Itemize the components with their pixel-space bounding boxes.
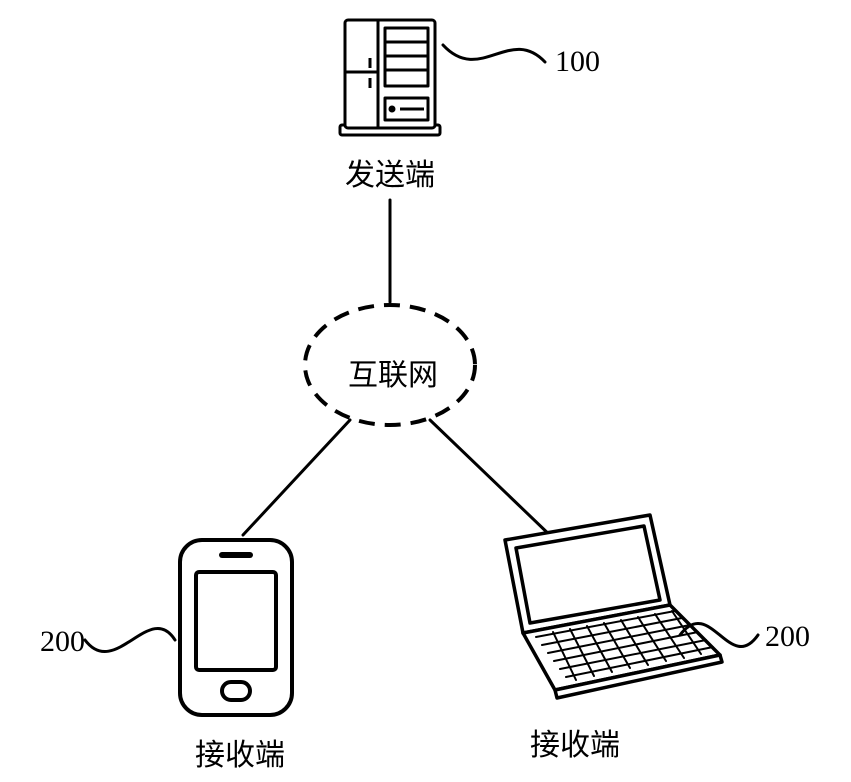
laptop-label: 接收端: [530, 720, 620, 764]
callout-phone: [85, 628, 175, 651]
internet-label: 互联网: [348, 350, 438, 394]
callout-server: [443, 45, 545, 62]
server-label: 发送端: [345, 150, 435, 194]
phone-icon: [180, 540, 292, 715]
edge-internet-laptop: [430, 420, 555, 540]
server-icon: [340, 20, 440, 135]
phone-label: 接收端: [195, 730, 285, 774]
server-callout-id: 100: [555, 45, 600, 79]
edge-internet-phone: [243, 420, 350, 535]
laptop-callout-id: 200: [765, 620, 810, 654]
laptop-icon: [505, 515, 722, 698]
phone-callout-id: 200: [40, 625, 85, 659]
